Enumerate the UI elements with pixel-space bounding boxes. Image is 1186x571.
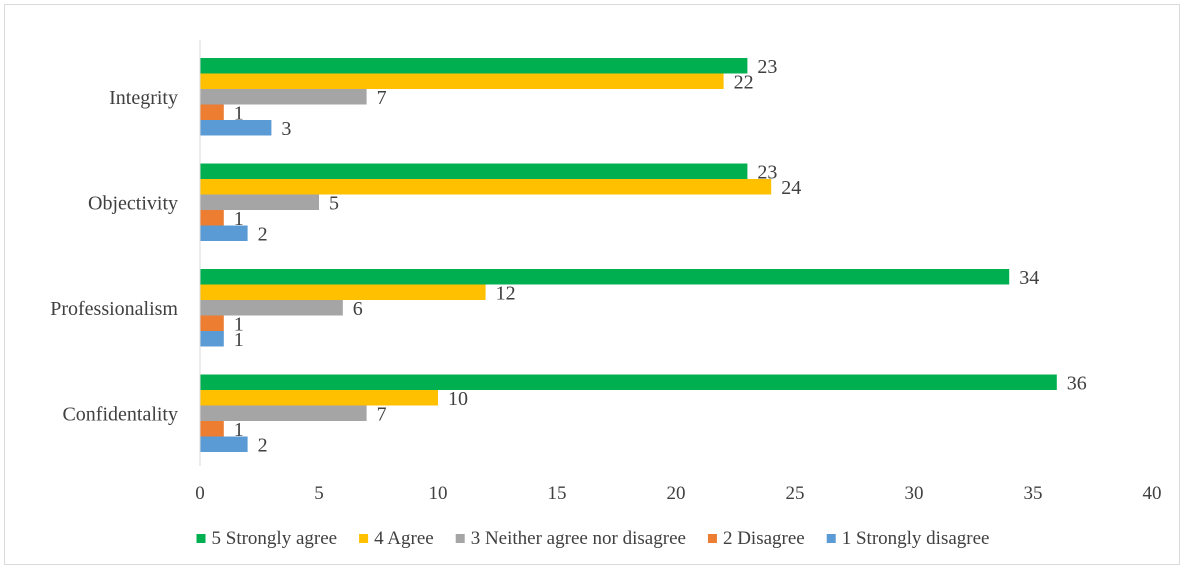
- x-tick-label-25: 25: [786, 483, 805, 504]
- x-tick-label-40: 40: [1143, 483, 1162, 504]
- data-label-confidentality-4-agree: 10: [448, 388, 468, 410]
- legend-swatch-3-neither-agree-nor-disagree: [455, 534, 465, 543]
- data-label-objectivity-4-agree: 24: [781, 177, 801, 199]
- legend-item-1-strongly-disagree: 1 Strongly disagree: [826, 528, 990, 549]
- x-tick-label-10: 10: [429, 483, 448, 504]
- legend-label-5-strongly-agree: 5 Strongly agree: [212, 528, 338, 549]
- legend-label-2-disagree: 2 Disagree: [723, 528, 805, 549]
- legend-swatch-4-agree: [359, 534, 369, 543]
- data-label-integrity-5-strongly-agree: 23: [757, 56, 777, 78]
- bar-integrity-2-disagree: [200, 104, 224, 120]
- legend-label-1-strongly-disagree: 1 Strongly disagree: [842, 528, 990, 549]
- x-tick-label-15: 15: [548, 483, 567, 504]
- data-label-professionalism-1-strongly-disagree: 1: [234, 329, 244, 351]
- legend-layer: 5 Strongly agree 4 Agree 3 Neither agree n…: [196, 528, 990, 549]
- data-label-confidentality-5-strongly-agree: 36: [1067, 372, 1087, 394]
- category-label-integrity: Integrity: [109, 87, 178, 109]
- bar-professionalism-1-strongly-disagree: [200, 331, 224, 347]
- x-tick-label-20: 20: [667, 483, 686, 504]
- bar-integrity-5-strongly-agree: [200, 58, 748, 74]
- data-label-objectivity-1-strongly-disagree: 2: [258, 223, 268, 245]
- legend-label-4-agree: 4 Agree: [374, 528, 434, 549]
- bars-layer: [200, 58, 1057, 452]
- bar-integrity-1-strongly-disagree: [200, 120, 272, 136]
- bar-objectivity-1-strongly-disagree: [200, 225, 248, 241]
- legend-swatch-5-strongly-agree: [196, 534, 206, 543]
- category-label-professionalism: Professionalism: [50, 298, 178, 320]
- x-tick-label-0: 0: [195, 483, 205, 504]
- bar-confidentality-5-strongly-agree: [200, 374, 1057, 390]
- x-tick-label-35: 35: [1024, 483, 1043, 504]
- data-label-professionalism-4-agree: 12: [496, 282, 516, 304]
- bar-objectivity-2-disagree: [200, 210, 224, 226]
- bar-professionalism-5-strongly-agree: [200, 269, 1010, 285]
- legend-label-3-neither-agree-nor-disagree: 3 Neither agree nor disagree: [471, 528, 686, 549]
- bar-confidentality-4-agree: [200, 390, 438, 406]
- data-label-professionalism-5-strongly-agree: 34: [1019, 267, 1039, 289]
- category-label-confidentality: Confidentality: [62, 403, 178, 425]
- data-label-objectivity-2-disagree: 1: [234, 208, 244, 230]
- data-label-objectivity-5-strongly-agree: 23: [757, 161, 777, 183]
- bar-integrity-3-neither-agree-nor-disagree: [200, 89, 367, 105]
- data-label-integrity-2-disagree: 1: [234, 102, 244, 124]
- data-label-integrity-1-strongly-disagree: 3: [281, 118, 291, 140]
- data-label-integrity-4-agree: 22: [734, 71, 754, 93]
- bar-confidentality-2-disagree: [200, 421, 224, 437]
- bar-confidentality-3-neither-agree-nor-disagree: [200, 405, 367, 421]
- data-label-confidentality-1-strongly-disagree: 2: [258, 434, 268, 456]
- category-label-objectivity: Objectivity: [88, 192, 178, 214]
- bar-professionalism-2-disagree: [200, 315, 224, 331]
- legend-swatch-2-disagree: [707, 534, 717, 543]
- axis-layer: Integrity Objectivity Professionalism Confi…: [50, 40, 1162, 504]
- legend-item-2-disagree: 2 Disagree: [707, 528, 805, 549]
- bar-professionalism-3-neither-agree-nor-disagree: [200, 300, 343, 316]
- bar-professionalism-4-agree: [200, 284, 486, 300]
- data-label-professionalism-3-neither-agree-nor-disagree: 6: [353, 298, 363, 320]
- legend-item-5-strongly-agree: 5 Strongly agree: [196, 528, 338, 549]
- data-label-confidentality-2-disagree: 1: [234, 419, 244, 441]
- x-tick-label-5: 5: [314, 483, 324, 504]
- bar-confidentality-1-strongly-disagree: [200, 436, 248, 452]
- x-tick-label-30: 30: [905, 483, 924, 504]
- bar-objectivity-4-agree: [200, 179, 772, 195]
- bar-objectivity-5-strongly-agree: [200, 163, 748, 179]
- legend-item-4-agree: 4 Agree: [359, 528, 434, 549]
- legend-item-3-neither-agree-nor-disagree: 3 Neither agree nor disagree: [455, 528, 686, 549]
- data-label-confidentality-3-neither-agree-nor-disagree: 7: [377, 403, 387, 425]
- data-label-professionalism-2-disagree: 1: [234, 313, 244, 335]
- legend-swatch-1-strongly-disagree: [826, 534, 836, 543]
- data-label-integrity-3-neither-agree-nor-disagree: 7: [377, 87, 387, 109]
- bar-objectivity-3-neither-agree-nor-disagree: [200, 194, 319, 210]
- bar-integrity-4-agree: [200, 73, 724, 89]
- data-label-objectivity-3-neither-agree-nor-disagree: 5: [329, 192, 339, 214]
